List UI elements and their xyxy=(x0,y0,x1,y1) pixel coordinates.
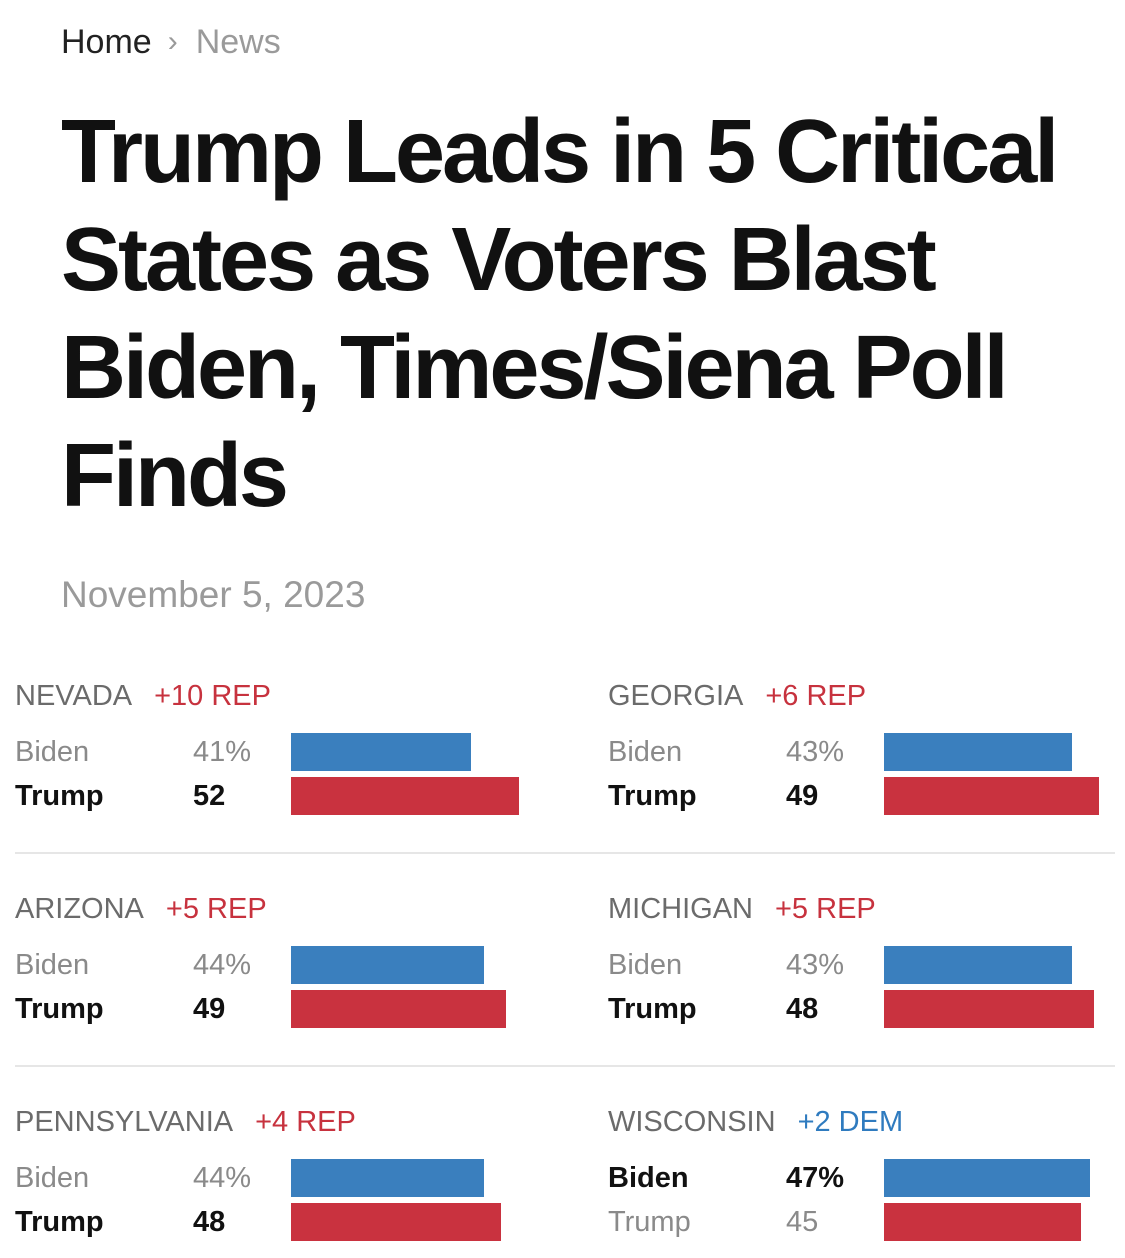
state-header: MICHIGAN +5 REP xyxy=(608,889,876,929)
candidate-label: Trump xyxy=(608,1206,691,1238)
state-header: WISCONSIN +2 DEM xyxy=(608,1102,903,1142)
breadcrumb: Home › News xyxy=(61,20,281,64)
poll-margin: +4 REP xyxy=(255,1105,356,1138)
trump-bar xyxy=(884,777,1099,815)
biden-bar xyxy=(884,733,1072,771)
trump-bar xyxy=(291,777,519,815)
row-divider xyxy=(15,852,1115,854)
candidate-value-label: 43% xyxy=(786,949,845,981)
biden-bar xyxy=(884,1159,1090,1197)
chevron-right-icon: › xyxy=(167,25,178,58)
article-date: November 5, 2023 xyxy=(61,574,366,615)
state-poll-panel-michigan: MICHIGAN +5 REP Biden 43% Trump 48 xyxy=(608,889,1125,1039)
poll-margin: +5 REP xyxy=(775,892,876,925)
state-poll-panel-nevada: NEVADA +10 REP Biden 41% Trump 52 xyxy=(15,676,535,826)
candidate-label: Biden xyxy=(608,1162,689,1194)
candidate-label: Trump xyxy=(15,1206,104,1238)
state-name: ARIZONA xyxy=(15,892,144,925)
candidate-label: Trump xyxy=(15,993,104,1025)
state-name: PENNSYLVANIA xyxy=(15,1105,234,1138)
candidate-label: Trump xyxy=(608,780,697,812)
state-name: MICHIGAN xyxy=(608,892,753,925)
trump-bar xyxy=(291,1203,501,1241)
candidate-label: Biden xyxy=(608,949,683,981)
trump-bar xyxy=(291,990,506,1028)
candidate-value-label: 44% xyxy=(193,949,252,981)
poll-margin: +2 DEM xyxy=(797,1105,904,1138)
candidate-value-label: 48 xyxy=(193,1206,226,1238)
state-header: PENNSYLVANIA +4 REP xyxy=(15,1102,356,1142)
candidate-value-label: 49 xyxy=(193,993,226,1025)
state-name: GEORGIA xyxy=(608,679,744,712)
candidate-label: Biden xyxy=(15,1162,90,1194)
trump-bar xyxy=(884,1203,1081,1241)
breadcrumb-home-link[interactable]: Home xyxy=(61,22,152,61)
biden-bar xyxy=(884,946,1072,984)
poll-margin: +10 REP xyxy=(154,679,271,712)
state-name: NEVADA xyxy=(15,679,133,712)
candidate-value-label: 49 xyxy=(786,780,819,812)
candidate-label: Trump xyxy=(15,780,104,812)
candidate-label: Biden xyxy=(15,736,90,768)
candidate-label: Biden xyxy=(608,736,683,768)
state-poll-panel-wisconsin: WISCONSIN +2 DEM Biden 47% Trump 45 xyxy=(608,1102,1125,1252)
state-poll-panel-georgia: GEORGIA +6 REP Biden 43% Trump 49 xyxy=(608,676,1125,826)
candidate-label: Biden xyxy=(15,949,90,981)
poll-margin: +5 REP xyxy=(165,892,267,925)
candidate-value-label: 48 xyxy=(786,993,819,1025)
candidate-value-label: 44% xyxy=(193,1162,252,1194)
state-header: ARIZONA +5 REP xyxy=(15,889,267,929)
candidate-value-label: 47% xyxy=(786,1162,845,1194)
state-header: GEORGIA +6 REP xyxy=(608,676,866,716)
state-poll-panel-pennsylvania: PENNSYLVANIA +4 REP Biden 44% Trump 48 xyxy=(15,1102,535,1252)
row-divider xyxy=(15,1065,1115,1067)
biden-bar xyxy=(291,1159,484,1197)
candidate-value-label: 41% xyxy=(193,736,252,768)
candidate-value-label: 52 xyxy=(193,780,226,812)
state-poll-panel-arizona: ARIZONA +5 REP Biden 44% Trump 49 xyxy=(15,889,535,1039)
state-header: NEVADA +10 REP xyxy=(15,676,271,716)
biden-bar xyxy=(291,946,484,984)
candidate-label: Trump xyxy=(608,993,697,1025)
breadcrumb-news-link[interactable]: News xyxy=(195,22,281,61)
biden-bar xyxy=(291,733,471,771)
trump-bar xyxy=(884,990,1094,1028)
candidate-value-label: 45 xyxy=(786,1206,819,1238)
article-title: Trump Leads in 5 Critical States as Vote… xyxy=(61,102,1059,526)
state-name: WISCONSIN xyxy=(608,1105,776,1138)
candidate-value-label: 43% xyxy=(786,736,845,768)
poll-margin: +6 REP xyxy=(765,679,867,712)
